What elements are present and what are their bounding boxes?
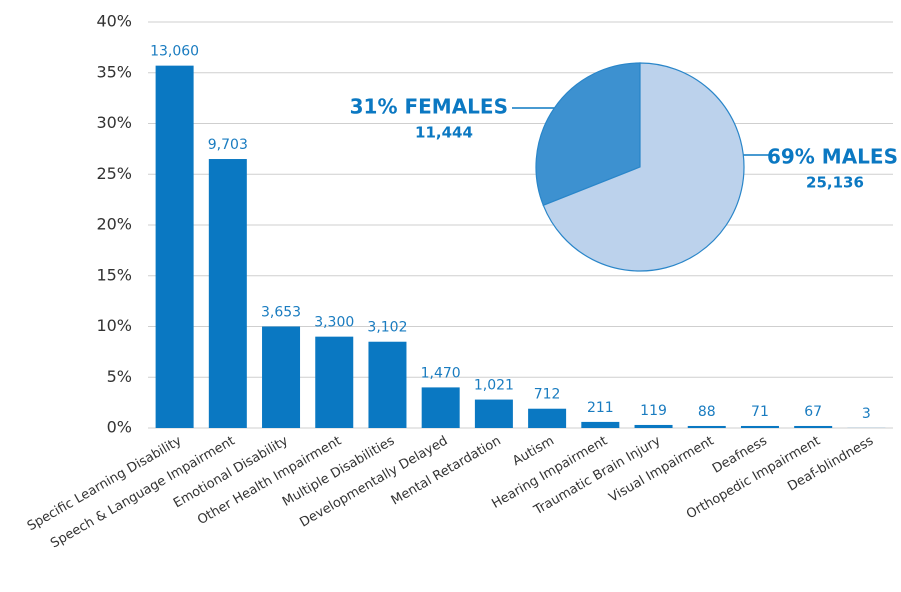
data-label: 9,703 [208,137,248,153]
data-label: 3,300 [314,315,354,331]
pie-label: 31% FEMALES [350,95,508,119]
data-label: 1,021 [474,378,514,394]
data-label: 712 [534,387,561,403]
bar [740,425,779,428]
pie-label: 69% MALES [767,145,898,169]
y-tick-label: 5% [107,367,132,386]
bar [687,425,726,428]
y-tick-label: 15% [96,265,132,284]
y-tick-label: 25% [96,164,132,183]
bar [634,424,673,428]
y-tick-label: 30% [96,113,132,132]
y-tick-label: 10% [96,316,132,335]
pie-slice [535,62,641,207]
data-label: 211 [587,400,614,416]
data-label: 3,102 [367,320,407,336]
y-tick-label: 40% [96,12,132,31]
y-tick-label: 0% [107,418,132,437]
bar [421,387,460,428]
data-label: 67 [804,404,822,420]
data-label: 13,060 [150,44,199,60]
pie-slice [542,62,745,272]
bar [368,341,407,428]
bar [474,399,513,428]
data-label: 88 [698,404,716,420]
data-label: 119 [640,403,667,419]
data-label: 3 [862,406,871,422]
data-label: 3,653 [261,305,301,321]
bar [794,425,833,428]
bar [315,336,354,428]
bar [208,159,247,428]
y-tick-label: 20% [96,215,132,234]
bar [581,421,620,428]
pie-count: 25,136 [806,174,864,192]
data-label: 71 [751,404,769,420]
bar [155,65,194,429]
y-tick-label: 35% [96,62,132,81]
data-label: 1,470 [421,365,461,381]
bar [262,326,301,428]
pie-count: 11,444 [415,124,473,142]
bar [528,408,567,428]
